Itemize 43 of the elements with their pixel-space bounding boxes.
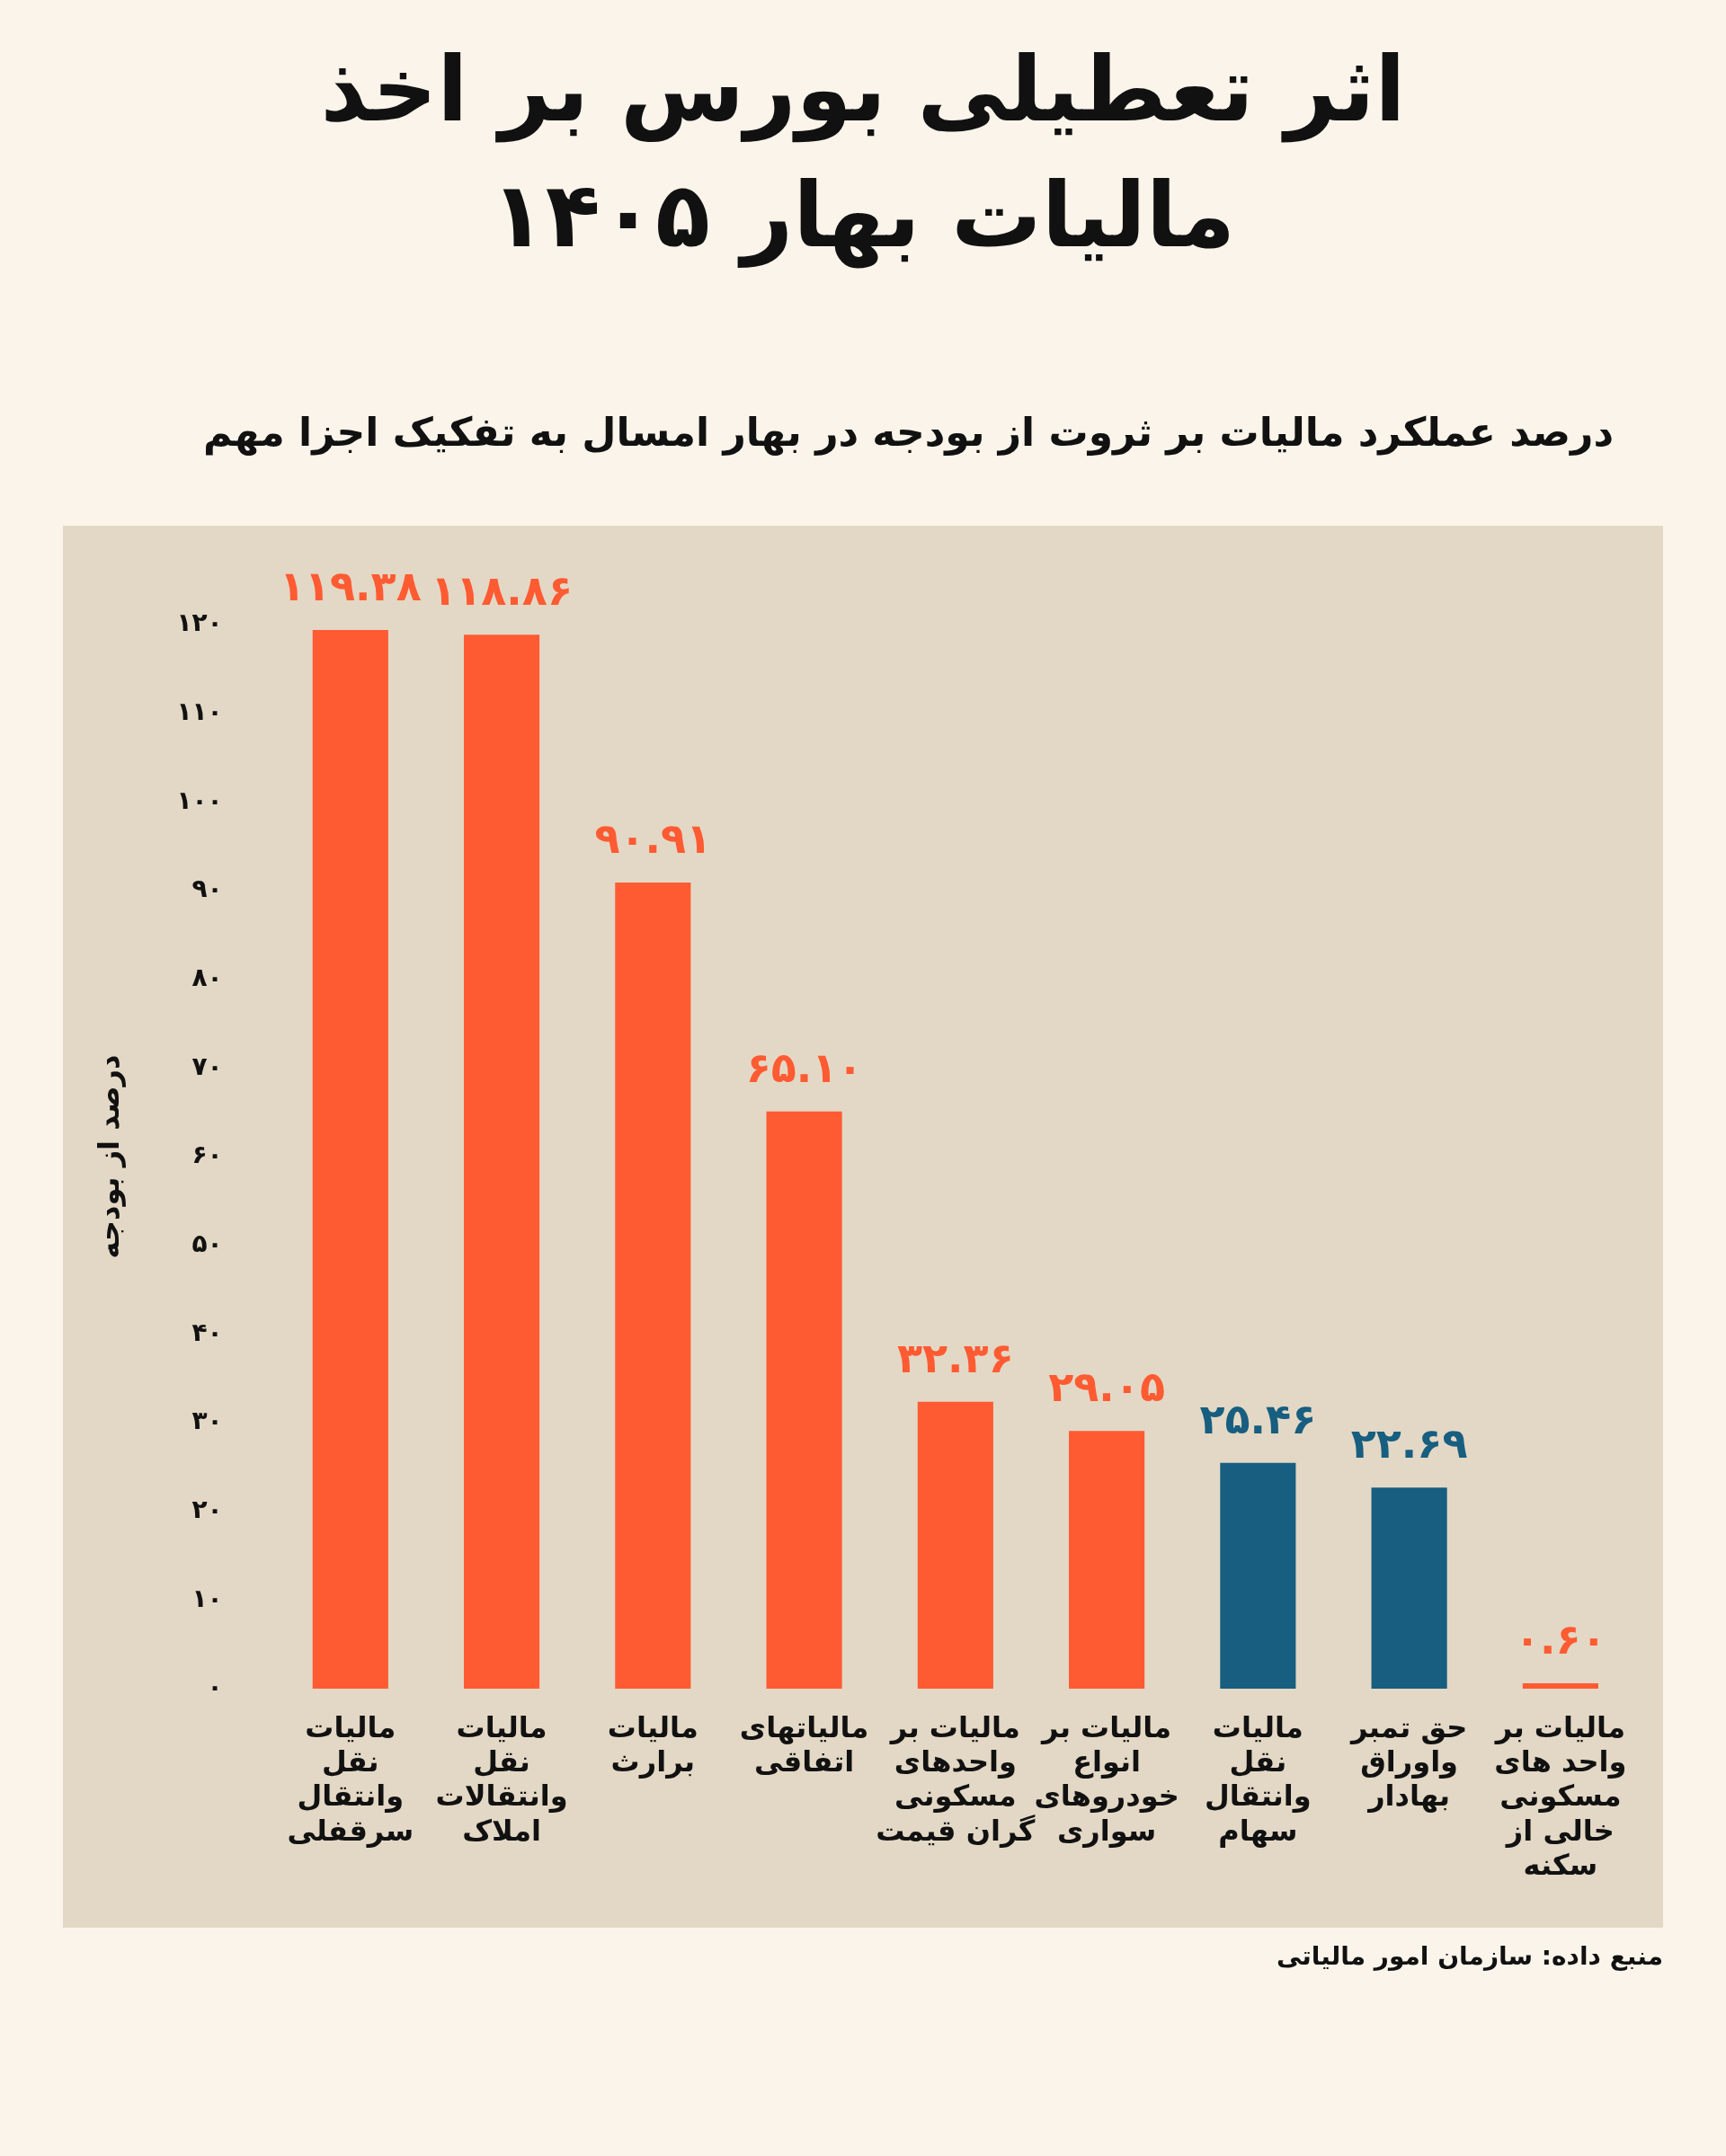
y-tick-label: ۹۰	[191, 874, 223, 904]
x-tick-label: مالیات نقل وانتقالات املاک	[435, 1709, 568, 1848]
y-tick-label: ۸۰	[191, 962, 223, 992]
bar	[1371, 1487, 1447, 1689]
chart-subtitle: درصد عملکرد مالیات بر ثروت از بودجه در بهار امسال به تفکیک اجزا مهم	[202, 409, 1614, 455]
y-tick-label: ۰	[207, 1672, 223, 1702]
y-axis-title: درصد از بودجه	[91, 1054, 126, 1259]
data-label: ۰.۶۰	[1515, 1615, 1606, 1664]
bar	[463, 634, 540, 1689]
data-label: ۳۲.۳۶	[896, 1333, 1014, 1382]
x-tick-label: مالیات بر واحدهای مسکونی گران قیمت	[876, 1709, 1036, 1848]
y-tick-label: ۲۰	[191, 1494, 223, 1524]
data-label: ۲۲.۶۹	[1350, 1419, 1468, 1468]
bar	[615, 883, 691, 1689]
data-label: ۶۵.۱۰	[745, 1043, 863, 1092]
bar	[917, 1401, 993, 1689]
bar	[1522, 1683, 1598, 1689]
data-label: ۲۵.۴۶	[1199, 1394, 1317, 1443]
bar	[312, 630, 388, 1689]
x-tick-label: مالیاتهای اتفاقی	[739, 1709, 869, 1779]
text: منبع داده: سازمان امور مالیاتی	[1276, 1941, 1663, 1971]
y-tick-label: ۳۰	[191, 1406, 223, 1436]
data-label: ۱۱۹.۳۸	[279, 562, 422, 611]
data-label: ۲۹.۰۵	[1048, 1362, 1165, 1412]
y-tick-label: ۴۰	[191, 1317, 223, 1347]
y-tick-label: ۱۲۰	[176, 608, 223, 638]
x-tick-label: حق تمبر واوراق بهادار	[1348, 1709, 1468, 1814]
x-tick-label: مالیات نقل وانتقال سهام	[1204, 1709, 1312, 1848]
x-tick-label: مالیات بر واحد های مسکونی خالی از سکنه	[1493, 1709, 1627, 1883]
bar	[1069, 1431, 1145, 1689]
x-tick-label: مالیات برارث	[607, 1709, 698, 1779]
bar	[1220, 1462, 1296, 1689]
y-tick-label: ۱۰۰	[176, 785, 223, 815]
bar	[766, 1111, 842, 1689]
x-tick-label: مالیات نقل وانتقال سرقفلی	[287, 1709, 414, 1848]
y-tick-label: ۷۰	[191, 1051, 223, 1081]
chart-title: اثر تعطیلی بورس بر اخذ مالیات بهار ۱۴۰۵	[319, 36, 1407, 271]
y-tick-label: ۵۰	[191, 1228, 223, 1258]
y-tick-label: ۱۱۰	[176, 696, 223, 726]
data-label: ۹۰.۹۱	[594, 813, 712, 863]
y-tick-label: ۱۰	[191, 1583, 223, 1613]
data-label: ۱۱۸.۸۶	[431, 566, 573, 616]
y-tick-label: ۶۰	[191, 1140, 223, 1170]
